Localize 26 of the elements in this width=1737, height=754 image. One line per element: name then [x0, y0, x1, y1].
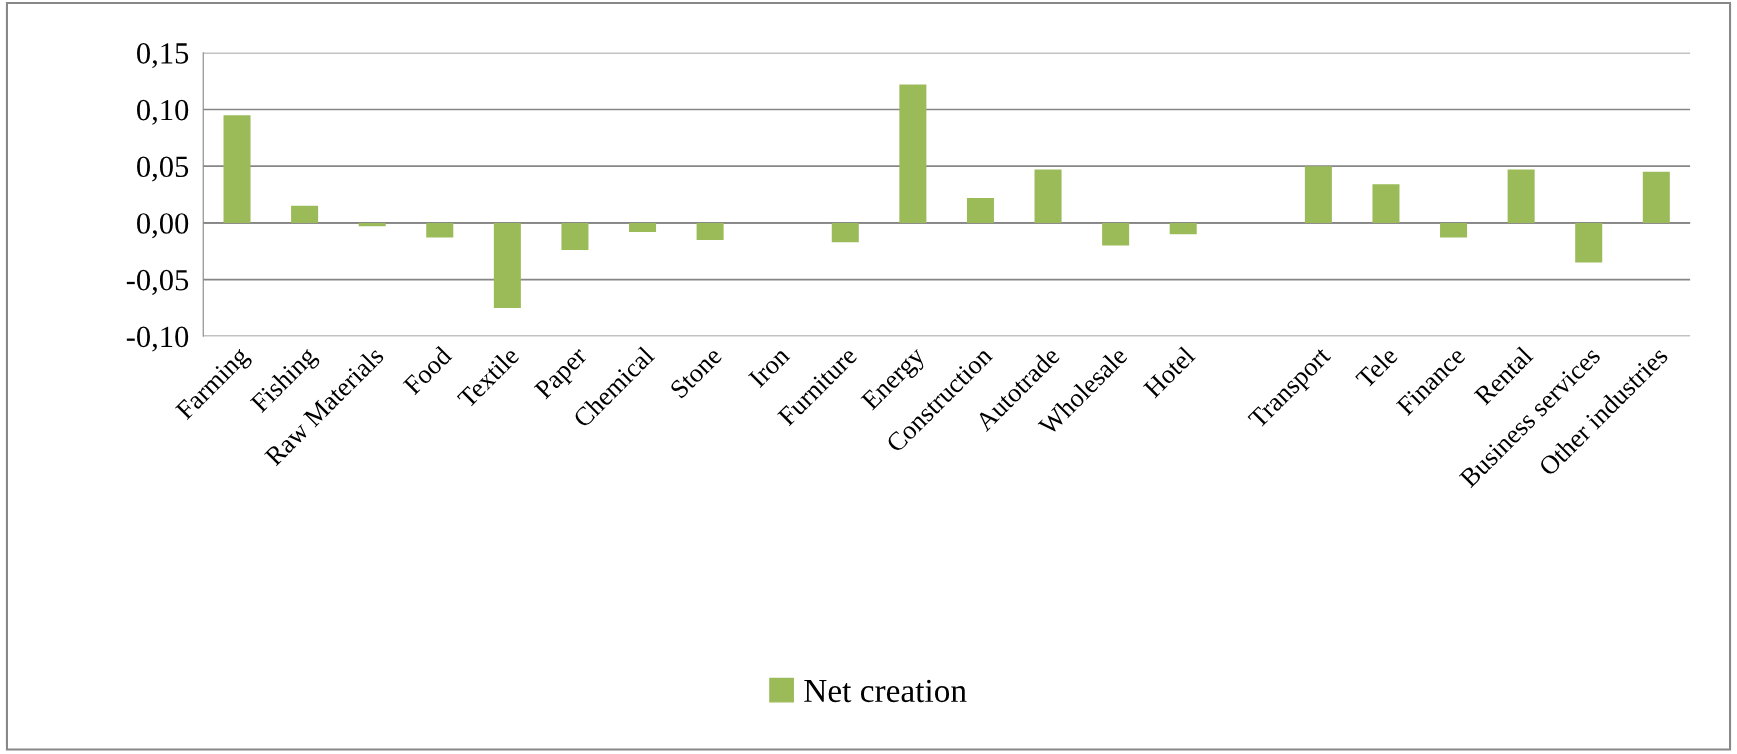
y-tick-label: -0,05	[126, 269, 189, 295]
bar	[1575, 222, 1603, 263]
y-tick-label: 0,05	[137, 156, 189, 182]
bar	[696, 222, 724, 240]
bar	[426, 222, 454, 238]
bar	[831, 222, 859, 243]
bar	[1304, 166, 1332, 223]
bar	[1372, 184, 1400, 223]
bar	[1440, 222, 1468, 238]
y-tick-label: 0,15	[137, 43, 189, 69]
bar	[223, 115, 251, 223]
x-tick-label: Tele	[1354, 345, 1399, 390]
legend-label: Net creation	[804, 679, 967, 703]
bar	[629, 222, 657, 232]
bar	[1102, 222, 1130, 246]
bar	[291, 205, 319, 223]
y-tick-label: 0,10	[137, 99, 189, 125]
bar	[493, 222, 521, 308]
bar	[561, 222, 589, 251]
bar	[1642, 171, 1670, 223]
bar	[966, 197, 994, 223]
bar	[1034, 169, 1062, 223]
bar	[899, 84, 927, 223]
bar	[1507, 169, 1535, 223]
bar	[1169, 222, 1197, 235]
y-tick-label: 0,00	[137, 213, 189, 239]
